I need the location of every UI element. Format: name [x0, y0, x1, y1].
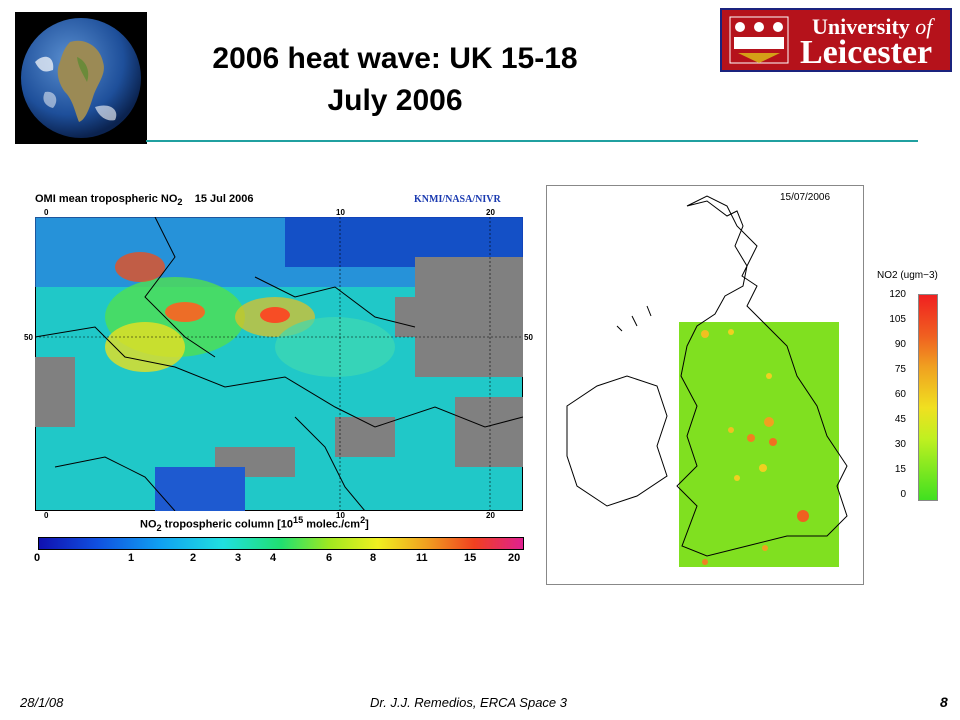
omi-colorbar-tick: 8: [370, 552, 377, 564]
omi-colorbar-tick: 6: [326, 552, 333, 564]
uk-legend-value: 30: [894, 439, 906, 450]
uk-legend-value: 120: [889, 289, 906, 300]
earth-globe-image: [15, 12, 147, 144]
omi-top-tick: 0: [44, 208, 49, 217]
omi-side-tick: 50: [524, 333, 533, 342]
uk-legend-colorbar: [918, 294, 938, 501]
title-line-1: 2006 heat wave: UK 15-18: [212, 42, 578, 75]
omi-heading: OMI mean tropospheric NO2 15 Jul 2006: [35, 193, 254, 208]
omi-top-tick: 20: [486, 208, 495, 217]
crest-icon: [728, 15, 790, 65]
uk-legend-value: 75: [894, 364, 906, 375]
header-divider: [146, 140, 918, 142]
footer-author: Dr. J.J. Remedios, ERCA Space 3: [370, 695, 567, 710]
page-number: 8: [940, 694, 948, 710]
uk-legend-title: NO2 (ugm−3): [877, 270, 938, 281]
uk-legend-value: 90: [894, 339, 906, 350]
uk-legend-value: 0: [900, 489, 906, 500]
university-logo: University of Leicester: [720, 8, 952, 72]
omi-colorbar-tick: 1: [128, 552, 135, 564]
logo-university-text: University of: [812, 14, 933, 39]
omi-side-tick: 50: [24, 333, 33, 342]
omi-colorbar-caption: NO2 tropospheric column [1015 molec./cm2…: [140, 515, 369, 533]
omi-top-tick: 10: [336, 208, 345, 217]
uk-legend-value: 60: [894, 389, 906, 400]
title-line-2: July 2006: [327, 84, 463, 117]
omi-colorbar-tick: 11: [416, 552, 428, 564]
uk-no2-figure: [546, 185, 864, 585]
omi-colorbar-tick: 20: [508, 552, 521, 564]
uk-legend-value: 105: [889, 314, 906, 325]
omi-bottom-tick: 10: [336, 511, 345, 520]
slide-title: 2006 heat wave: UK 15-18 July 2006: [150, 38, 640, 122]
omi-bottom-tick: 20: [486, 511, 495, 520]
uk-legend-value: 15: [894, 464, 906, 475]
omi-colorbar-tick: 3: [235, 552, 242, 564]
omi-colorbar-tick: 0: [34, 552, 41, 564]
omi-credit: KNMI/NASA/NIVR: [414, 194, 501, 205]
omi-colorbar-tick: 4: [270, 552, 277, 564]
omi-colorbar: [38, 537, 524, 550]
uk-legend-value: 45: [894, 414, 906, 425]
omi-no2-map: [34, 216, 524, 512]
omi-bottom-tick: 0: [44, 511, 49, 520]
uk-map-date: 15/07/2006: [780, 192, 831, 203]
omi-colorbar-tick: 15: [464, 552, 477, 564]
footer-date: 28/1/08: [20, 695, 64, 710]
logo-leicester-text: Leicester: [800, 34, 933, 71]
omi-colorbar-tick: 2: [190, 552, 197, 564]
